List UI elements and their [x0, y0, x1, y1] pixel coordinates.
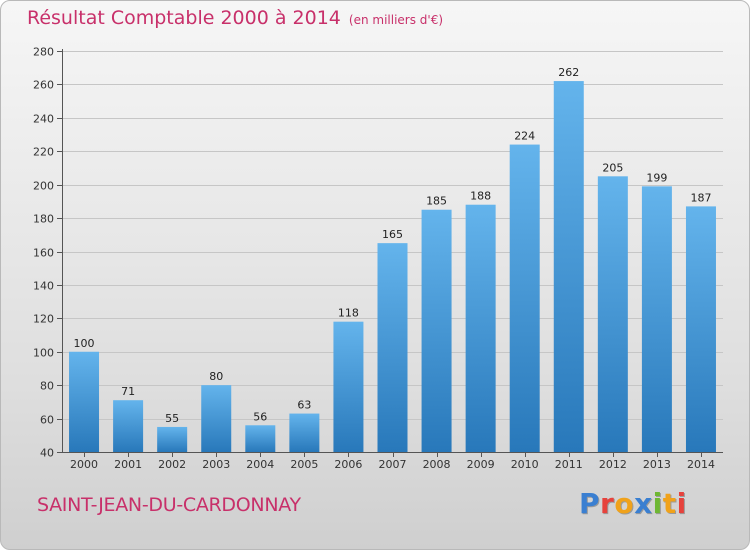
bar-value-label: 118	[338, 307, 359, 320]
y-tick-label: 180	[33, 213, 54, 226]
x-tick-label: 2000	[70, 458, 98, 471]
bar-value-label: 71	[121, 385, 135, 398]
bar	[685, 206, 716, 452]
bar-value-label: 63	[297, 399, 311, 412]
y-tick-label: 120	[33, 313, 54, 326]
y-tick-label: 100	[33, 347, 54, 360]
x-tick-label: 2012	[599, 458, 627, 471]
bar	[69, 351, 100, 452]
y-tick-label: 140	[33, 280, 54, 293]
y-tick-label: 80	[40, 380, 54, 393]
x-tick-label: 2006	[334, 458, 362, 471]
title-unit: (en milliers d'€)	[348, 13, 444, 27]
x-tick-label: 2010	[511, 458, 539, 471]
bar-value-label: 199	[646, 171, 667, 184]
logo-letter: t	[662, 487, 677, 520]
bar-value-label: 55	[165, 412, 179, 425]
x-tick-label: 2011	[555, 458, 583, 471]
bar-value-label: 100	[74, 337, 95, 350]
x-tick-label: 2007	[379, 458, 407, 471]
bar-value-label: 80	[209, 370, 223, 383]
bar	[465, 204, 496, 452]
x-tick-label: 2008	[423, 458, 451, 471]
y-tick-label: 160	[33, 247, 54, 260]
bar	[509, 144, 540, 453]
chart-title: Résultat Comptable 2000 à 2014 (en millie…	[27, 7, 443, 29]
y-tick-label: 40	[40, 447, 54, 460]
logo-letter: r	[600, 487, 615, 520]
bar-value-label: 187	[690, 191, 711, 204]
bar-value-label: 165	[382, 228, 403, 241]
y-tick-label: 200	[33, 180, 54, 193]
city-name: SAINT-JEAN-DU-CARDONNAY	[37, 494, 301, 516]
proxiti-logo: Proxiti	[579, 487, 687, 520]
bar-value-label: 188	[470, 190, 491, 203]
bar	[201, 385, 232, 452]
x-tick-label: 2009	[467, 458, 495, 471]
x-tick-label: 2002	[158, 458, 186, 471]
axes: 40 60 80 100 120 140 160 180 200 220 240 260 280 2000…	[33, 46, 723, 471]
bar	[289, 413, 320, 452]
y-tick-label: 220	[33, 146, 54, 159]
bar	[333, 321, 364, 452]
bar	[421, 209, 452, 452]
bar	[597, 176, 628, 452]
bar	[377, 243, 408, 452]
bar-value-label: 185	[426, 195, 447, 208]
bar-value-label: 262	[558, 66, 579, 79]
y-tick-label: 240	[33, 113, 54, 126]
logo-letter: o	[614, 487, 635, 520]
logo-letter: i	[652, 487, 663, 520]
bar	[553, 81, 584, 452]
x-tick-label: 2013	[643, 458, 671, 471]
bar-value-label: 56	[253, 410, 267, 423]
y-tick-label: 260	[33, 79, 54, 92]
bars	[69, 81, 716, 453]
logo-letter: P	[579, 487, 601, 520]
bar	[113, 400, 144, 452]
bar	[641, 186, 672, 452]
y-tick-label: 60	[40, 414, 54, 427]
x-tick-label: 2014	[687, 458, 715, 471]
bar	[157, 426, 188, 452]
value-labels: 100 71 55 80 56 63 118 165 185 188 224 262 205 199 187	[74, 66, 712, 425]
x-tick-label: 2001	[114, 458, 142, 471]
logo-letter: i	[676, 487, 687, 520]
x-tick-label: 2003	[202, 458, 230, 471]
y-tick-label: 280	[33, 46, 54, 59]
x-tick-label: 2005	[290, 458, 318, 471]
title-main: Résultat Comptable 2000 à 2014	[27, 7, 341, 29]
logo-letter: x	[634, 487, 653, 520]
x-tick-label: 2004	[246, 458, 274, 471]
bar	[245, 425, 276, 452]
bar-value-label: 224	[514, 130, 535, 143]
bar-value-label: 205	[602, 161, 623, 174]
